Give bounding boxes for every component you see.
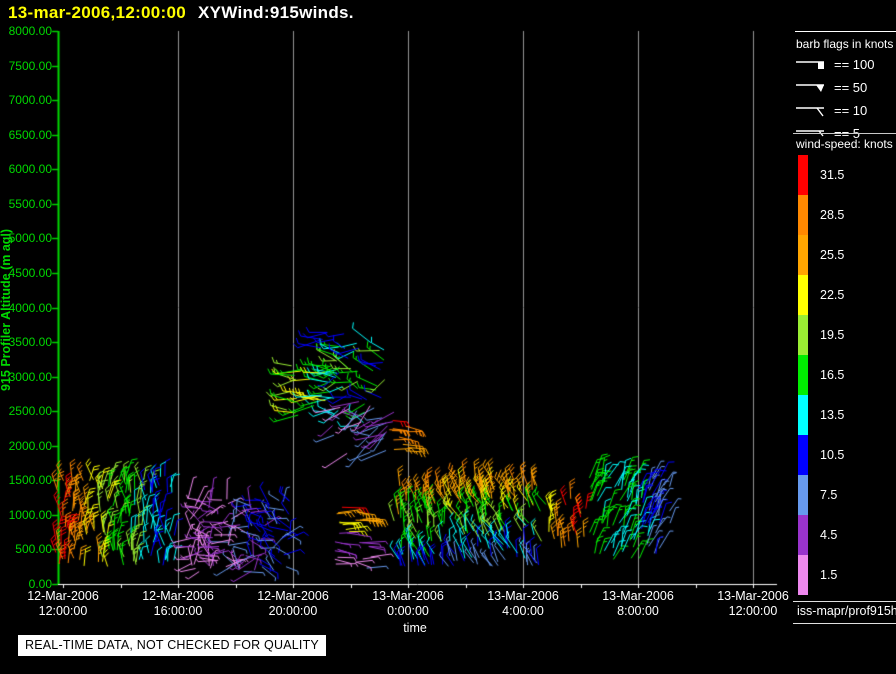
square-pennant-barb-icon: [796, 60, 824, 69]
y-tick-label: 500.00: [15, 542, 52, 557]
x-tick-label: 13-Mar-2006 0:00:00: [353, 589, 463, 618]
colorbar-value-label: 31.5: [820, 168, 845, 182]
colorbar-value-label: 1.5: [820, 568, 838, 582]
wind-speed-colorbar-labels: 31.5 28.5 25.5 22.5 19.5 16.5 13.5 10.5 7.5 4.5 1.…: [820, 155, 844, 595]
x-tick-date: 13-Mar-2006: [487, 589, 559, 603]
y-tick-label: 4500.00: [8, 265, 52, 280]
y-tick-label: 1500.00: [8, 473, 52, 488]
colorbar-segment: [798, 155, 808, 195]
x-tick-time: 12:00:00: [728, 603, 778, 618]
y-tick-label: 8000.00: [8, 24, 52, 38]
colorbar-value-label: 22.5: [820, 288, 845, 302]
x-tick-time: 16:00:00: [153, 603, 203, 618]
x-axis-title: time: [403, 621, 427, 635]
barb-legend-item: == 100: [795, 53, 895, 76]
x-tick-time: 12:00:00: [38, 603, 88, 618]
footer-top-divider: [793, 601, 896, 602]
barb-legend-label: == 100: [834, 57, 875, 72]
colorbar-segment: [798, 555, 808, 595]
y-tick-label: 2500.00: [8, 404, 52, 419]
y-tick-label: 6500.00: [8, 127, 52, 142]
x-tick-time: 20:00:00: [268, 603, 318, 618]
footer-bottom-divider: [793, 623, 896, 624]
full-tick-barb-icon: [796, 106, 824, 116]
barb-legend-item: == 50: [795, 76, 895, 99]
barb-legend-heading: barb flags in knots: [796, 37, 894, 51]
y-tick-label: 3000.00: [8, 369, 52, 384]
x-tick-time: 8:00:00: [617, 603, 659, 618]
x-tick-time: 4:00:00: [502, 603, 544, 618]
barb-legend-item: == 10: [795, 99, 895, 122]
x-tick-date: 12-Mar-2006: [142, 589, 214, 603]
y-tick-label: 1000.00: [8, 507, 52, 522]
y-tick-label: 5000.00: [8, 231, 52, 246]
triangle-pennant-barb-icon: [796, 83, 824, 92]
colorbar-value-label: 25.5: [820, 248, 845, 262]
colorbar-value-label: 13.5: [820, 408, 845, 422]
x-tick-label: 12-Mar-2006 20:00:00: [238, 589, 348, 618]
colorbar-segment: [798, 395, 808, 435]
x-tick-date: 13-Mar-2006: [372, 589, 444, 603]
y-tick-label: 3500.00: [8, 335, 52, 350]
x-tick-time: 0:00:00: [387, 603, 429, 618]
colorbar-value-label: 4.5: [820, 528, 838, 542]
y-tick-label: 5500.00: [8, 196, 52, 211]
x-tick-date: 12-Mar-2006: [27, 589, 99, 603]
page-title: XYWind:915winds.: [198, 3, 354, 22]
colorbar-value-label: 7.5: [820, 488, 838, 502]
barb-legend-rows: == 100 == 50 == 10 == 5: [795, 53, 895, 145]
x-tick-label: 13-Mar-2006 4:00:00: [468, 589, 578, 618]
colorbar-value-label: 19.5: [820, 328, 845, 342]
x-tick-date: 13-Mar-2006: [717, 589, 789, 603]
colorbar-value-label: 10.5: [820, 448, 845, 462]
y-tick-label: 4000.00: [8, 300, 52, 315]
data-source-label: iss-mapr/prof915h: [797, 604, 896, 618]
barb-legend-label: == 50: [834, 80, 868, 95]
colorbar-segment: [798, 275, 808, 315]
x-tick-label: 13-Mar-2006 8:00:00: [583, 589, 693, 618]
y-tick-label: 6000.00: [8, 162, 52, 177]
legend-top-divider: [795, 31, 896, 32]
quality-warning-banner: REAL-TIME DATA, NOT CHECKED FOR QUALITY: [18, 635, 326, 656]
x-tick-date: 13-Mar-2006: [602, 589, 674, 603]
wind-speed-legend-heading: wind-speed: knots: [796, 137, 893, 151]
colorbar-value-label: 28.5: [820, 208, 845, 222]
y-tick-label: 7000.00: [8, 93, 52, 108]
x-tick-label: 12-Mar-2006 12:00:00: [8, 589, 118, 618]
y-tick-label: 0.00: [28, 577, 52, 591]
y-tick-label: 2000.00: [8, 438, 52, 453]
colorbar-segment: [798, 435, 808, 475]
colorbar-segment: [798, 515, 808, 555]
y-tick-label: 7500.00: [8, 58, 52, 73]
x-tick-label: 12-Mar-2006 16:00:00: [123, 589, 233, 618]
colorbar-segment: [798, 195, 808, 235]
colorbar-segment: [798, 315, 808, 355]
colorbar-segment: [798, 235, 808, 275]
legend-divider: [793, 133, 896, 134]
wind-speed-colorbar: [798, 155, 808, 595]
x-tick-label: 13-Mar-2006 12:00:00: [698, 589, 808, 618]
colorbar-value-label: 16.5: [820, 368, 845, 382]
barb-legend-label: == 10: [834, 103, 868, 118]
colorbar-segment: [798, 355, 808, 395]
x-tick-date: 12-Mar-2006: [257, 589, 329, 603]
title-timestamp: 13-mar-2006,12:00:00: [8, 3, 187, 22]
colorbar-segment: [798, 475, 808, 515]
